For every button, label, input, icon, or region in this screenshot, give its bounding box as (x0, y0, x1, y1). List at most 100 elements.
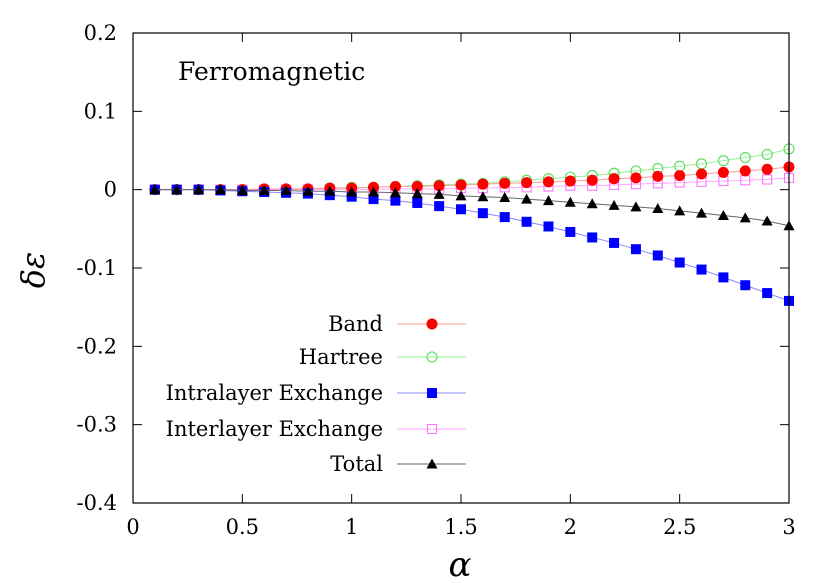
data-point-intralayer-exchange (696, 264, 707, 275)
data-point-band (739, 165, 751, 177)
data-point-total (411, 188, 423, 199)
y-tick-label: -0.4 (77, 491, 118, 515)
data-point-band (761, 163, 773, 175)
data-point-band (389, 181, 401, 193)
data-point-band (674, 170, 686, 182)
legend-item-interlayer-exchange: Interlayer Exchange (166, 417, 466, 441)
data-point-total (652, 202, 664, 213)
data-point-band (521, 177, 533, 189)
data-point-intralayer-exchange (674, 257, 685, 268)
data-point-intralayer-exchange (521, 216, 532, 227)
x-axis-label: α (449, 545, 472, 583)
series-layer (149, 143, 795, 306)
data-point-intralayer-exchange (477, 208, 488, 219)
data-point-total (521, 193, 533, 204)
legend-item-band: Band (328, 312, 466, 336)
data-point-band (586, 174, 598, 186)
data-point-band (608, 173, 620, 185)
data-point-total (477, 191, 489, 202)
legend-marker-interlayer-exchange (426, 423, 438, 435)
data-point-band (411, 181, 423, 193)
data-point-total (258, 184, 270, 195)
y-tick-label: 0.1 (84, 99, 117, 123)
data-point-intralayer-exchange (346, 191, 357, 202)
legend-item-total: Total (330, 452, 466, 476)
data-point-total (674, 205, 686, 216)
data-point-total (193, 184, 205, 195)
y-tick-label: 0 (104, 178, 117, 202)
legend-label: Interlayer Exchange (166, 417, 383, 441)
data-point-interlayer-exchange (762, 174, 773, 185)
data-point-total (455, 190, 467, 201)
x-tick-label: 3 (782, 515, 795, 539)
x-tick-label: 1.5 (444, 515, 477, 539)
data-point-intralayer-exchange (499, 212, 510, 223)
y-tick-label: -0.2 (77, 334, 118, 358)
data-point-total (608, 199, 620, 210)
data-point-intralayer-exchange (565, 226, 576, 237)
data-point-total (149, 184, 161, 195)
x-tick-label: 0.5 (226, 515, 259, 539)
data-point-total (433, 188, 445, 199)
legend-label: Hartree (299, 345, 383, 369)
y-tick-label: -0.3 (77, 413, 118, 437)
data-point-intralayer-exchange (368, 194, 379, 205)
legend-item-hartree: Hartree (299, 345, 466, 369)
data-point-band (717, 166, 729, 178)
data-point-total (302, 185, 314, 196)
data-point-total (171, 184, 183, 195)
series-line-total (154, 189, 790, 227)
legend-marker-band (426, 318, 438, 330)
data-point-total (717, 210, 729, 221)
data-point-intralayer-exchange (740, 280, 751, 291)
data-point-intralayer-exchange (456, 204, 466, 215)
x-tick-label: 0 (126, 515, 139, 539)
legend-label: Total (330, 452, 383, 476)
data-point-total (739, 212, 751, 223)
x-tick-label: 2 (564, 515, 577, 539)
data-point-total (564, 196, 576, 207)
data-point-intralayer-exchange (587, 232, 598, 243)
data-point-band (433, 180, 445, 192)
legend-label: Band (328, 312, 383, 336)
data-point-total (324, 185, 336, 196)
data-point-band (696, 168, 708, 180)
ticks-layer: 0 0.5 1 1.5 2 2.5 3 -0.4 -0.3 -0.2 -0.1 0 0.1 0.2 (77, 21, 796, 539)
chart-annotation: Ferromagnetic (178, 57, 365, 86)
legend-marker-hartree (426, 351, 438, 363)
data-point-intralayer-exchange (630, 244, 641, 255)
data-point-intralayer-exchange (652, 250, 663, 261)
data-point-total (761, 215, 773, 226)
data-point-total (214, 184, 226, 195)
y-axis-label: δε (14, 252, 52, 288)
data-point-total (586, 198, 598, 209)
data-point-intralayer-exchange (718, 272, 729, 283)
series-total (149, 184, 795, 231)
data-point-hartree (761, 148, 773, 160)
data-point-intralayer-exchange (609, 237, 620, 248)
data-point-band (630, 172, 642, 184)
data-point-intralayer-exchange (762, 288, 773, 299)
x-tick-label: 2.5 (663, 515, 696, 539)
data-point-band (477, 178, 489, 190)
data-point-intralayer-exchange (412, 197, 423, 208)
data-point-hartree (717, 155, 729, 167)
legend-item-intralayer-exchange: Intralayer Exchange (166, 381, 466, 405)
x-tick-label: 1 (345, 515, 358, 539)
data-point-band (499, 177, 511, 189)
data-point-total (630, 201, 642, 212)
data-point-total (236, 184, 248, 195)
data-point-band (542, 176, 554, 188)
data-point-band (652, 170, 664, 182)
data-point-total (499, 192, 511, 202)
data-point-intralayer-exchange (390, 195, 401, 206)
legend: Band Hartree Intralayer Exchange Interlayer… (166, 312, 466, 476)
legend-label: Intralayer Exchange (166, 381, 383, 405)
data-point-band (564, 175, 576, 187)
data-point-total (542, 195, 554, 206)
legend-marker-intralayer-exchange (427, 388, 437, 398)
legend-marker-total (426, 458, 438, 469)
data-point-total (280, 184, 292, 195)
